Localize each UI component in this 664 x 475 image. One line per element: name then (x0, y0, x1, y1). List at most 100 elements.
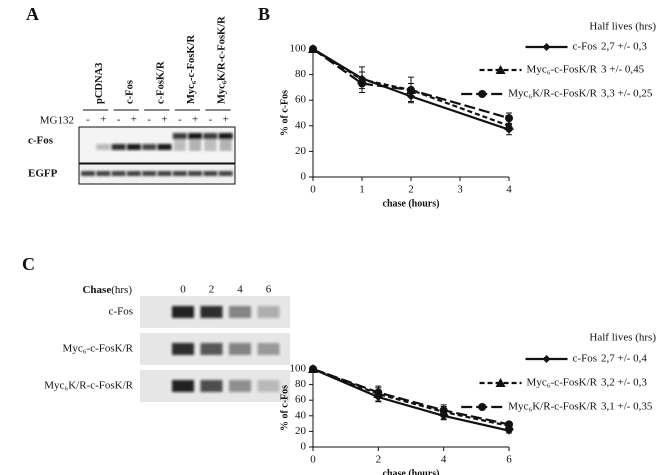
x-tick-label: 6 (506, 454, 512, 466)
chase-label-bold: Chase (82, 284, 111, 296)
blot-band (203, 133, 218, 139)
x-tick-label: 4 (506, 184, 512, 196)
blot-band (157, 171, 172, 176)
y-tick-label: 20 (295, 425, 307, 437)
chase-label: Chase(hrs) (82, 284, 132, 296)
marker (504, 120, 514, 130)
panel-label: C (22, 254, 35, 274)
marker (439, 406, 448, 415)
blot-band (257, 306, 280, 318)
legend-label: c-Fos (573, 353, 597, 365)
legend-title: Half lives (hrs) (589, 332, 656, 344)
treatment-sign: + (192, 114, 198, 126)
y-tick-label: 80 (295, 378, 307, 390)
blot-band (172, 343, 194, 355)
blot-band (203, 171, 218, 176)
blot-band (172, 380, 194, 392)
blot-band (229, 306, 251, 318)
treatment-sign: - (117, 114, 121, 126)
x-axis-label: chase (hours) (383, 198, 440, 209)
blot-smear (189, 139, 202, 151)
legend-label: Myc₆K/R-c-FosK/R (508, 401, 597, 413)
series-line (312, 367, 510, 426)
marker (505, 114, 513, 123)
blot-band (172, 133, 187, 139)
lane-label: c-Fos (125, 80, 136, 104)
x-tick-label: 2 (408, 184, 414, 196)
legend-half-life: 3,1 +/- 0,35 (601, 401, 653, 413)
legend-title: Half lives (hrs) (589, 21, 656, 33)
lane-label: Myc₆-c-FosK/R (186, 35, 197, 104)
treatment-sign: - (209, 114, 213, 126)
y-tick-label: 0 (301, 171, 307, 183)
legend-marker (478, 403, 487, 411)
x-tick-label: 3 (457, 184, 463, 196)
x-tick-label: 4 (441, 454, 447, 466)
legend-half-life: 3 +/- 0,45 (601, 64, 645, 76)
blot-smear (219, 139, 232, 151)
chase-time: 2 (209, 284, 215, 296)
treatment-sign: + (223, 114, 229, 126)
marker (374, 388, 383, 397)
blot-row-label: Myc₆K/R-c-FosK/R (44, 380, 133, 392)
treatment-sign: - (178, 114, 182, 126)
y-tick-label: 100 (290, 43, 307, 55)
blot-band (200, 306, 223, 318)
y-tick-label: 80 (295, 68, 307, 80)
marker (309, 45, 317, 53)
legend-label: Myc₆-c-FosK/R (527, 64, 598, 76)
x-tick-label: 0 (310, 184, 316, 196)
treatment-sign: + (161, 114, 167, 126)
legend-label: Myc₆-c-FosK/R (527, 377, 598, 389)
blot-smear (173, 139, 186, 151)
blot-band (257, 343, 280, 355)
blot-band (200, 343, 223, 355)
treatment-sign: - (86, 114, 90, 126)
marker (505, 420, 513, 429)
legend-label: Myc₆K/R-c-FosK/R (508, 88, 597, 100)
treatment-sign: - (147, 114, 151, 126)
chase-time: 4 (237, 284, 243, 296)
marker (309, 365, 317, 373)
blot-row-label: Myc₆-c-FosK/R (63, 343, 134, 355)
x-tick-label: 1 (359, 184, 365, 196)
blot-band (126, 171, 141, 176)
y-tick-label: 100 (290, 363, 307, 375)
treatment-label: MG132 (40, 115, 74, 127)
blot-row-label: EGFP (28, 168, 58, 180)
blot-band (126, 144, 141, 150)
y-tick-label: 60 (295, 394, 307, 406)
y-tick-label: 40 (295, 119, 307, 131)
blot-band (81, 171, 95, 176)
blot-band (200, 380, 223, 392)
legend-marker (495, 65, 506, 74)
marker (407, 85, 415, 94)
legend-marker (495, 378, 506, 387)
blot-band (218, 171, 233, 176)
chase-time: 0 (180, 284, 186, 296)
blot-band (229, 380, 251, 392)
blot-band (142, 144, 157, 150)
lane-label: pCDNA3 (94, 63, 105, 104)
blot-frame (78, 163, 236, 185)
x-axis-label: chase (hours) (383, 468, 440, 475)
blot-band (188, 171, 203, 176)
blot-band (172, 306, 194, 318)
chase-time: 6 (266, 284, 272, 296)
legend-marker (478, 90, 487, 98)
y-tick-label: 20 (295, 145, 307, 157)
legend-half-life: 2,7 +/- 0,4 (601, 353, 647, 365)
legend-label: c-Fos (573, 41, 597, 53)
blot-band (111, 171, 126, 176)
x-tick-label: 0 (310, 454, 316, 466)
marker (358, 79, 366, 88)
legend-half-life: 3,2 +/- 0,3 (601, 377, 647, 389)
blot-band (172, 171, 187, 176)
series-line (312, 48, 510, 127)
series-line (312, 48, 510, 120)
blot-band (157, 144, 172, 150)
y-tick-label: 60 (295, 94, 307, 106)
blot-band (96, 171, 111, 176)
panel-label: A (26, 4, 39, 24)
blot-band (111, 144, 126, 150)
